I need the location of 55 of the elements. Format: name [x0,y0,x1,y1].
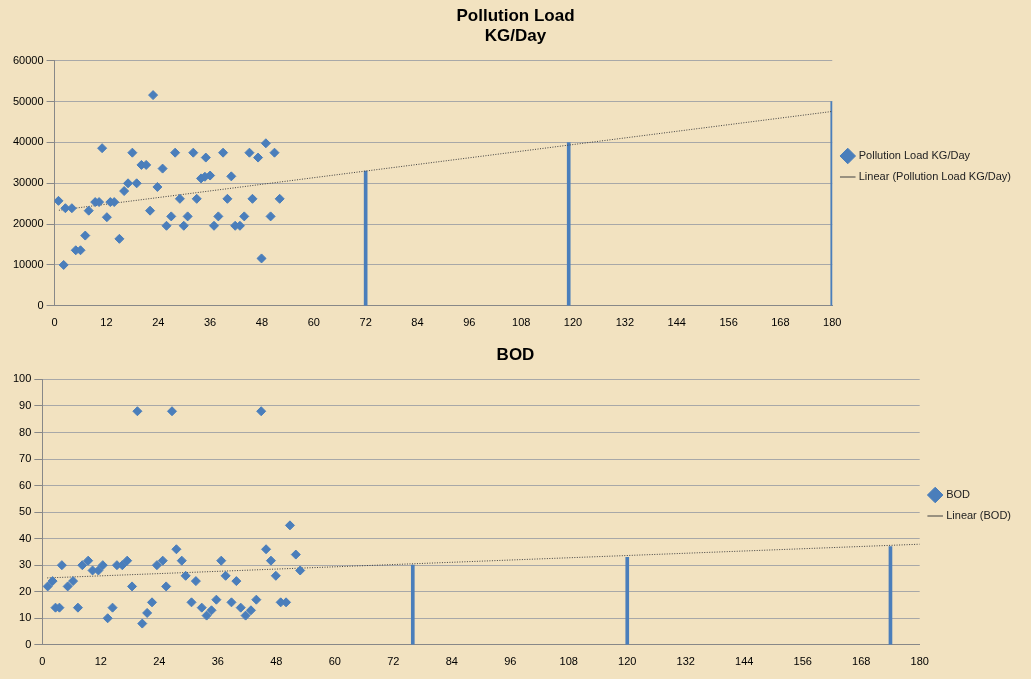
y-tick-label: 30000 [12,176,44,189]
legend-label: Linear (BOD) [946,509,1011,522]
y-tick-label: 10 [19,611,32,624]
legend-label: Linear (Pollution Load KG/Day) [858,170,1011,183]
x-tick-label: 96 [463,316,476,329]
x-tick-label: 0 [51,316,58,329]
x-tick-label: 48 [270,655,283,668]
y-tick-label: 100 [12,372,32,385]
x-tick-label: 24 [153,655,166,668]
x-tick-label: 144 [735,655,754,668]
y-tick-label: 40000 [12,135,44,148]
x-tick-label: 48 [255,316,269,329]
x-tick-label: 156 [719,316,738,329]
x-tick-label: 12 [100,316,113,329]
legend-label: BOD [946,488,971,501]
y-tick-label: 20000 [12,217,44,230]
y-tick-label: 80 [19,425,32,438]
x-tick-label: 120 [563,316,583,329]
y-tick-label: 70 [19,452,32,465]
x-tick-label: 108 [512,316,531,329]
x-tick-label: 84 [445,655,458,668]
y-tick-label: 50000 [12,94,44,107]
x-tick-label: 132 [676,655,695,668]
legend-label: Pollution Load KG/Day [858,149,971,162]
y-tick-label: 40 [19,531,32,544]
chart-title: BOD [496,344,535,364]
x-tick-label: 72 [359,316,372,329]
x-tick-label: 12 [94,655,107,668]
x-tick-label: 108 [559,655,578,668]
x-tick-label: 72 [387,655,400,668]
x-tick-label: 24 [152,316,165,329]
x-tick-label: 60 [307,316,320,329]
x-tick-label: 156 [793,655,812,668]
x-tick-label: 36 [211,655,224,668]
y-tick-label: 60 [19,478,32,491]
y-tick-label: 60000 [12,53,44,66]
y-tick-label: 0 [25,637,32,650]
x-tick-label: 144 [667,316,686,329]
x-tick-label: 180 [823,316,842,329]
x-tick-label: 168 [852,655,871,668]
x-tick-label: 60 [328,655,341,668]
x-tick-label: 84 [411,316,424,329]
x-tick-label: 120 [618,655,637,668]
y-tick-label: 50 [19,505,32,518]
y-tick-label: 20 [19,584,32,597]
x-tick-label: 36 [204,316,217,329]
y-tick-label: 30 [19,558,32,571]
y-tick-label: 0 [37,298,44,311]
x-tick-label: 96 [504,655,517,668]
x-tick-label: 168 [771,316,790,329]
y-tick-label: 10000 [12,258,44,270]
chart-title: Pollution Load KG/Day [456,5,575,46]
x-tick-label: 132 [615,316,635,329]
x-tick-label: 180 [910,655,929,668]
y-tick-label: 90 [19,398,32,411]
